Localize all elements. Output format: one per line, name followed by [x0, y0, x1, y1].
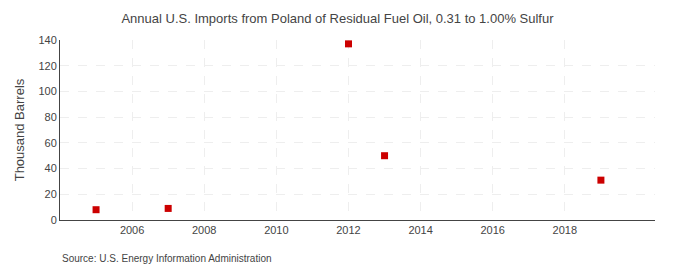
svg-text:140: 140	[38, 34, 56, 46]
svg-text:100: 100	[38, 85, 56, 97]
svg-text:2018: 2018	[553, 224, 577, 236]
svg-text:0: 0	[51, 214, 57, 226]
svg-text:40: 40	[45, 162, 57, 174]
svg-text:Annual U.S. Imports from Polan: Annual U.S. Imports from Poland of Resid…	[121, 11, 554, 26]
svg-text:80: 80	[45, 111, 57, 123]
svg-text:20: 20	[45, 188, 57, 200]
svg-text:60: 60	[45, 137, 57, 149]
svg-text:2010: 2010	[264, 224, 288, 236]
svg-text:Thousand Barrels: Thousand Barrels	[12, 78, 27, 181]
svg-text:2008: 2008	[192, 224, 216, 236]
svg-text:2012: 2012	[336, 224, 360, 236]
svg-text:Source: U.S. Energy Informatio: Source: U.S. Energy Information Administ…	[62, 253, 272, 264]
svg-text:2014: 2014	[408, 224, 432, 236]
svg-text:2016: 2016	[480, 224, 504, 236]
svg-text:120: 120	[38, 60, 56, 72]
svg-text:2006: 2006	[120, 224, 144, 236]
